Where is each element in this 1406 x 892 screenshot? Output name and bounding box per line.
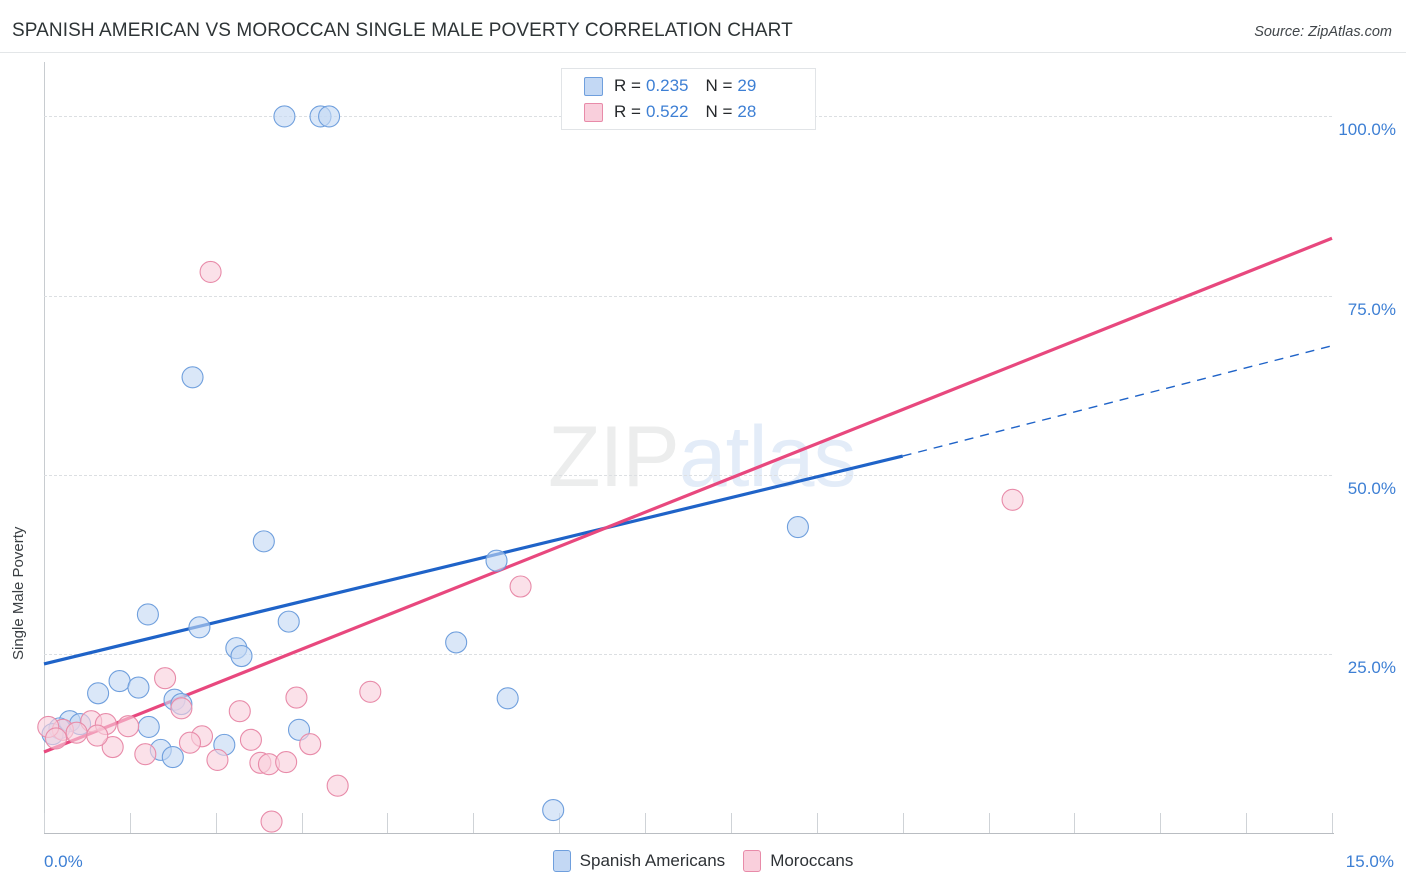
scatter-point[interactable] (134, 743, 157, 766)
legend-swatch-moroccans (584, 102, 603, 122)
n-label-pink: N = (705, 102, 733, 121)
x-tick-6 (559, 813, 561, 833)
x-axis-line (44, 833, 1334, 834)
series-legend: Spanish Americans Moroccans (0, 850, 1406, 872)
x-tick-5 (473, 813, 475, 833)
x-tick-8 (730, 813, 732, 833)
scatter-point[interactable] (181, 366, 204, 389)
series-legend-item-spanish-americans[interactable]: Spanish Americans (552, 850, 726, 872)
correlation-legend-row-moroccans: R = 0.522 N = 28 (584, 99, 756, 125)
scatter-point[interactable] (199, 260, 222, 283)
gridline-50-0% (44, 474, 1332, 476)
y-tick-label-25-0%: 25.0% (1347, 657, 1396, 677)
gridline-25-0% (44, 653, 1332, 655)
scatter-point[interactable] (485, 549, 508, 572)
scatter-point[interactable] (496, 687, 519, 710)
scatter-point[interactable] (86, 724, 109, 747)
y-axis-line (44, 62, 45, 834)
x-tick-7 (645, 813, 647, 833)
scatter-point[interactable] (273, 105, 296, 128)
page-title: SPANISH AMERICAN VS MOROCCAN SINGLE MALE… (12, 20, 793, 41)
scatter-point[interactable] (318, 105, 341, 128)
trendline-extension-spanish-americans (902, 345, 1333, 457)
legend-swatch-spanish-americans (584, 76, 603, 96)
scatter-point[interactable] (228, 700, 251, 723)
scatter-point[interactable] (786, 515, 809, 539)
scatter-point[interactable] (239, 728, 262, 751)
trendline-spanish-americans (43, 454, 904, 666)
x-tick-3 (301, 813, 303, 833)
scatter-point[interactable] (178, 731, 202, 754)
scatter-point[interactable] (65, 721, 88, 744)
y-tick-label-100-0%: 100.0% (1338, 120, 1396, 140)
x-tick-2 (215, 813, 217, 833)
scatter-point[interactable] (108, 670, 131, 693)
series-swatch-spanish-americans (552, 850, 571, 872)
x-tick-4 (387, 813, 389, 833)
x-tick-0 (44, 813, 45, 833)
scatter-point[interactable] (277, 610, 300, 633)
scatter-point[interactable] (101, 735, 124, 759)
n-value-blue: 29 (737, 76, 757, 95)
source-label: Source: ZipAtlas.com (1254, 24, 1392, 40)
correlation-legend-row-spanish-americans: R = 0.235 N = 29 (584, 73, 756, 99)
scatter-point[interactable] (542, 799, 565, 822)
x-tick-10 (902, 813, 904, 833)
x-tick-14 (1246, 813, 1248, 833)
scatter-point[interactable] (127, 676, 150, 699)
gridline-75-0% (44, 295, 1332, 297)
scatter-point[interactable] (117, 715, 140, 738)
r-label-blue: R = (614, 76, 641, 95)
scatter-point[interactable] (87, 682, 110, 705)
x-tick-1 (129, 813, 131, 833)
series-points-spanish-americans (41, 105, 809, 822)
scatter-point[interactable] (299, 733, 322, 756)
y-tick-label-75-0%: 75.0% (1347, 299, 1396, 319)
scatter-point[interactable] (161, 745, 184, 769)
scatter-point[interactable] (136, 603, 159, 626)
scatter-point[interactable] (1001, 488, 1024, 511)
scatter-point[interactable] (137, 715, 160, 739)
x-tick-11 (988, 813, 990, 833)
x-tick-12 (1074, 813, 1076, 833)
correlation-legend: R = 0.235 N = 29 R = 0.522 N = 28 (561, 68, 816, 130)
scatter-point[interactable] (509, 575, 532, 598)
series-points-moroccans (37, 260, 1024, 833)
scatter-point[interactable] (326, 774, 349, 797)
x-tick-15 (1332, 813, 1333, 833)
header-divider (0, 52, 1406, 53)
series-swatch-moroccans (743, 850, 762, 872)
series-label-spanish-americans: Spanish Americans (579, 851, 726, 870)
x-tick-13 (1160, 813, 1162, 833)
scatter-point[interactable] (230, 644, 253, 668)
scatter-point[interactable] (285, 686, 308, 709)
scatter-point[interactable] (275, 751, 298, 774)
r-label-pink: R = (614, 102, 641, 121)
trendline-moroccans (43, 236, 1333, 754)
x-axis-min-label: 0.0% (44, 852, 83, 871)
scatter-point[interactable] (445, 631, 468, 654)
scatter-point[interactable] (260, 810, 283, 833)
r-value-blue: 0.235 (645, 76, 689, 95)
x-tick-9 (816, 813, 818, 833)
scatter-point[interactable] (44, 727, 68, 750)
scatter-point[interactable] (359, 680, 382, 703)
scatter-point[interactable] (170, 697, 193, 720)
n-label-blue: N = (705, 76, 733, 95)
y-tick-label-50-0%: 50.0% (1347, 478, 1396, 498)
x-axis-max-label: 15.0% (1345, 852, 1394, 871)
scatter-point[interactable] (252, 530, 275, 553)
scatter-point[interactable] (206, 748, 229, 771)
r-value-pink: 0.522 (645, 102, 689, 121)
series-legend-item-moroccans[interactable]: Moroccans (743, 850, 853, 872)
scatter-point[interactable] (188, 616, 211, 639)
scatter-point[interactable] (154, 667, 177, 690)
n-value-pink: 28 (737, 102, 757, 121)
series-label-moroccans: Moroccans (770, 851, 854, 870)
